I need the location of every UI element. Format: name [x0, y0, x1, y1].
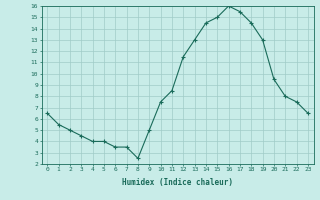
X-axis label: Humidex (Indice chaleur): Humidex (Indice chaleur) [122, 178, 233, 187]
